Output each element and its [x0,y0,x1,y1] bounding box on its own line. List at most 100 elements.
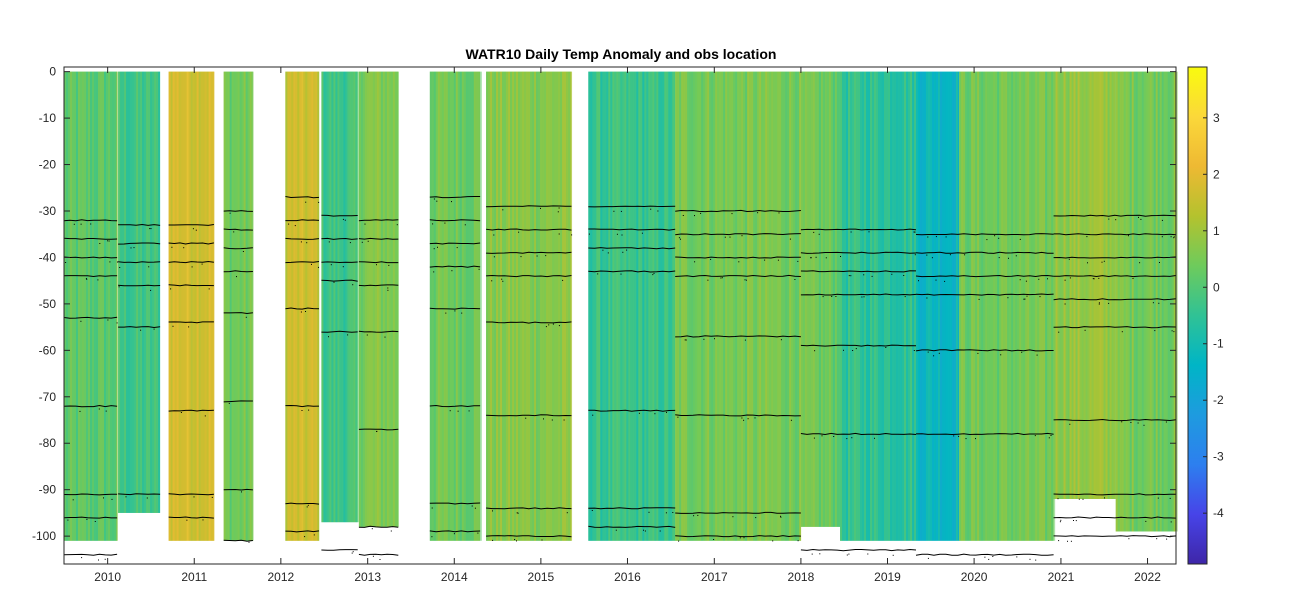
daily-stripe [596,71,599,541]
obs-dot [825,257,827,259]
daily-stripe [904,71,907,541]
obs-dot [850,275,852,277]
daily-stripe [695,71,698,541]
daily-stripe [239,71,242,541]
daily-stripe [906,71,909,541]
daily-stripe [832,71,835,527]
daily-stripe [1053,71,1056,499]
daily-stripe [862,71,865,541]
obs-dot [1008,257,1009,259]
obs-dot [525,417,527,419]
daily-stripe [900,71,903,541]
daily-stripe [947,71,950,541]
daily-stripe [1123,71,1126,532]
daily-stripe [945,71,948,541]
daily-stripe [719,71,722,541]
obs-dot [1050,435,1052,436]
daily-stripe [1165,71,1168,532]
daily-stripe [140,71,143,513]
obs-line-7-5 [358,330,399,333]
daily-stripe [86,71,88,541]
daily-stripe [808,71,811,527]
obs-dot [1082,498,1084,500]
daily-stripe [184,71,187,541]
daily-stripe [759,71,762,541]
obs-dot [1029,558,1031,560]
daily-stripe [441,71,444,541]
obs-dot [992,556,994,557]
obs-dot [620,210,622,212]
daily-stripe [301,71,304,541]
obs-line-1-9 [63,553,118,556]
daily-stripe [362,71,365,527]
obs-line-9-5 [486,321,572,324]
daily-stripe [917,71,920,541]
daily-stripe [492,71,495,541]
obs-dot [294,225,296,227]
y-tick-label: -70 [39,390,57,404]
daily-stripe [548,71,551,541]
obs-line-7-4 [358,284,399,287]
daily-stripe [150,71,153,513]
obs-dot [461,312,463,314]
daily-stripe [681,71,684,541]
daily-stripe [1025,71,1028,541]
obs-dot [361,241,363,243]
obs-dot [874,437,875,439]
obs-dot [933,355,935,357]
obs-dot [694,261,696,263]
daily-stripe [305,71,308,541]
obs-dot [1152,302,1154,304]
obs-dot [1039,296,1041,298]
daily-stripe [1153,71,1156,532]
obs-dot [516,512,518,514]
obs-dot [810,257,812,259]
obs-dot [468,410,470,412]
daily-stripe [315,71,318,541]
daily-stripe [953,71,956,541]
obs-dot [986,239,988,241]
obs-dot [1139,262,1141,264]
daily-stripe [249,71,252,541]
obs-dot [300,311,302,313]
obs-dot [1173,237,1175,239]
x-tick-label: 2013 [354,570,381,584]
daily-stripe [556,71,559,541]
obs-dot [1170,236,1172,238]
daily-stripe [370,71,373,527]
daily-stripe [307,71,310,541]
obs-dot [318,201,320,203]
obs-dot [352,284,354,286]
obs-dot [638,412,640,414]
daily-stripe [138,71,141,513]
x-tick-label: 2017 [701,570,728,584]
obs-dot [566,512,568,514]
daily-stripe [524,71,527,541]
obs-dot [116,322,118,324]
daily-stripe [711,71,714,541]
obs-line-13-3 [915,274,1054,278]
obs-dot [811,553,813,555]
daily-stripe [703,71,706,541]
obs-dot [867,553,869,555]
obs-dot [371,528,373,530]
daily-stripe [339,71,342,523]
obs-dot [474,507,476,509]
daily-stripe [1087,71,1090,499]
daily-stripe [670,71,673,541]
daily-stripe [775,71,778,541]
daily-stripe [800,71,803,527]
obs-dot [236,276,237,278]
daily-stripe [679,71,682,541]
daily-stripe [520,71,523,541]
daily-stripe [1015,71,1018,541]
obs-dot [349,242,351,244]
daily-stripe [134,71,137,513]
daily-stripe [473,71,476,541]
daily-stripe [570,71,573,541]
obs-dot [204,415,206,417]
obs-dot [333,281,335,283]
obs-dot [517,512,519,514]
daily-stripe [664,71,667,541]
obs-line-1-4 [63,275,118,278]
